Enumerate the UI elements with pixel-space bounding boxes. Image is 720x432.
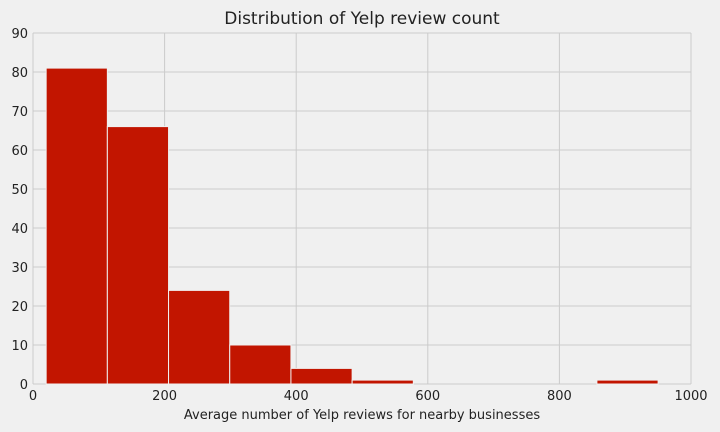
chart-title: Distribution of Yelp review count: [224, 9, 500, 29]
x-axis-label: Average number of Yelp reviews for nearb…: [184, 408, 540, 423]
histogram-bar: [351, 379, 414, 385]
y-tick-label: 0: [20, 378, 28, 393]
y-axis-ticks: 0 10 20 30 40 50 60 70 80 90: [11, 27, 28, 393]
y-tick-label: 80: [11, 66, 28, 81]
y-tick-label: 90: [11, 27, 28, 42]
y-tick-label: 30: [11, 261, 28, 276]
x-tick-label: 400: [284, 389, 309, 404]
y-tick-label: 50: [11, 183, 28, 198]
x-tick-label: 800: [547, 389, 572, 404]
histogram-bar: [45, 67, 108, 385]
x-axis-ticks: 0 200 400 600 800 1000: [29, 389, 708, 404]
y-tick-label: 20: [11, 300, 28, 315]
x-tick-label: 0: [29, 389, 37, 404]
x-tick-label: 1000: [674, 389, 707, 404]
histogram-bar: [229, 344, 292, 385]
y-tick-label: 40: [11, 222, 28, 237]
histogram-bar: [596, 379, 659, 385]
y-tick-label: 70: [11, 105, 28, 120]
x-tick-label: 200: [152, 389, 177, 404]
histogram-bar: [290, 367, 353, 385]
x-tick-label: 600: [415, 389, 440, 404]
y-tick-label: 10: [11, 339, 28, 354]
y-tick-label: 60: [11, 144, 28, 159]
histogram-bars: [45, 67, 659, 385]
histogram-bar: [106, 126, 170, 385]
histogram-bar: [168, 289, 231, 385]
